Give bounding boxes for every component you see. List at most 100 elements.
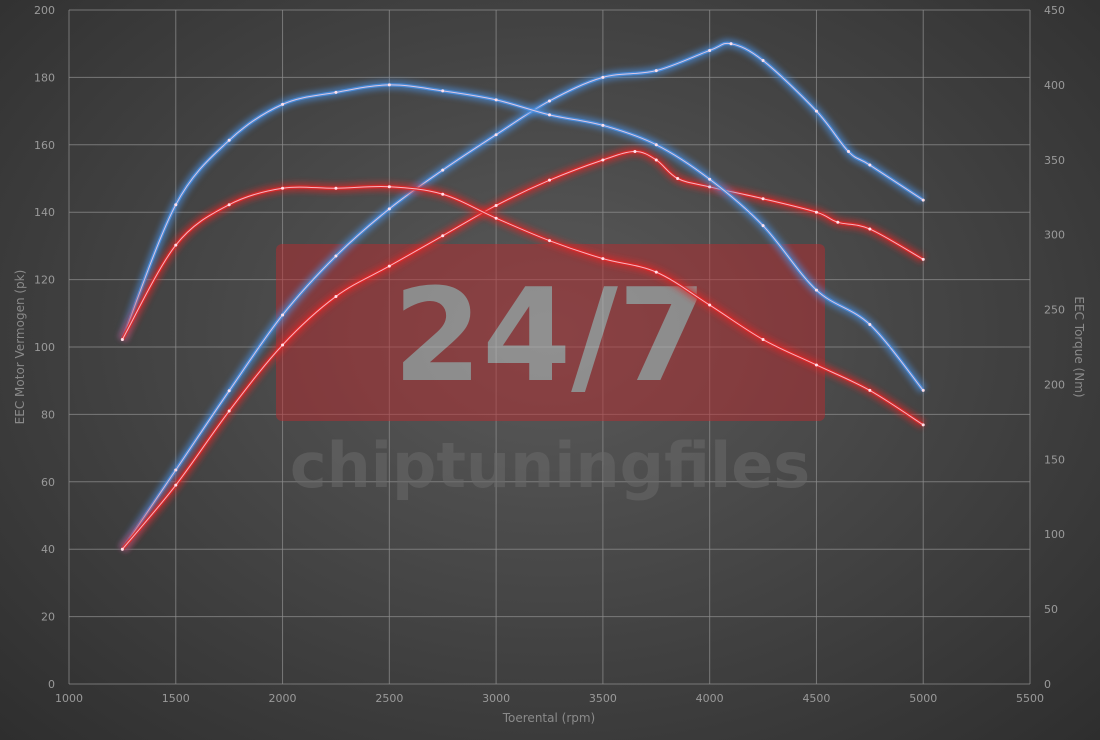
data-point — [120, 547, 124, 551]
data-point — [921, 423, 925, 427]
data-point — [601, 123, 605, 127]
x-tick-label: 5500 — [1016, 692, 1044, 705]
y2-tick-label: 450 — [1044, 4, 1065, 17]
y2-tick-label: 250 — [1044, 304, 1065, 317]
series-highlight — [121, 186, 924, 426]
data-point — [708, 48, 712, 52]
data-point — [387, 185, 391, 189]
axis-ticks: 1000 1500 2000 2500 3000 3500 4000 4500 5000 5500… — [34, 4, 1065, 705]
x-tick-label: 1000 — [55, 692, 83, 705]
data-point — [676, 177, 680, 180]
data-point — [548, 239, 551, 243]
y-tick-label: 120 — [34, 274, 55, 287]
y2-tick-label: 350 — [1044, 154, 1065, 167]
y-tick-label: 60 — [41, 476, 55, 489]
data-point — [601, 257, 605, 261]
y2-axis-label: EEC Torque (Nm) — [1072, 296, 1086, 397]
data-point — [761, 59, 765, 63]
data-point — [868, 323, 872, 327]
data-point — [281, 343, 285, 347]
data-point — [814, 210, 818, 214]
data-point — [708, 303, 712, 307]
data-point — [868, 227, 872, 231]
series-1 — [118, 147, 926, 553]
data-point — [334, 254, 338, 258]
y2-tick-label: 400 — [1044, 79, 1065, 92]
data-point — [921, 257, 925, 261]
y2-tick-label: 150 — [1044, 453, 1065, 466]
data-point — [846, 150, 850, 154]
series-3 — [118, 182, 926, 429]
data-point — [654, 270, 658, 274]
data-point — [227, 138, 231, 142]
data-point — [814, 109, 818, 113]
data-point — [441, 234, 445, 238]
watermark-logo-text: 24/7 — [393, 262, 707, 411]
data-point — [708, 177, 712, 181]
data-point — [387, 264, 391, 268]
data-point — [441, 89, 445, 93]
data-point — [868, 388, 872, 392]
y-tick-label: 140 — [34, 206, 55, 219]
data-point — [227, 409, 231, 413]
y-tick-label: 40 — [41, 543, 55, 556]
data-point — [601, 75, 605, 79]
data-point — [281, 313, 285, 317]
series-lines — [118, 38, 927, 553]
data-point — [814, 288, 818, 292]
y2-tick-label: 100 — [1044, 528, 1065, 541]
series-0 — [118, 38, 926, 552]
y2-tick-label: 50 — [1044, 603, 1058, 616]
data-point — [174, 243, 178, 247]
data-point — [227, 203, 231, 207]
data-point — [654, 69, 658, 73]
data-point — [921, 198, 925, 202]
data-point — [868, 163, 872, 167]
x-tick-label: 4000 — [696, 692, 724, 705]
y-tick-label: 160 — [34, 139, 55, 152]
data-point — [281, 186, 285, 190]
data-point — [836, 220, 840, 224]
data-point — [494, 133, 498, 137]
data-point — [548, 113, 551, 117]
y-tick-label: 80 — [41, 408, 55, 421]
data-point — [441, 168, 445, 172]
x-tick-label: 2000 — [269, 692, 297, 705]
y2-tick-label: 200 — [1044, 378, 1065, 391]
y2-tick-label: 0 — [1044, 678, 1051, 691]
data-point — [761, 338, 765, 342]
data-point — [334, 294, 338, 298]
y-tick-label: 100 — [34, 341, 55, 354]
data-point — [494, 203, 498, 207]
data-point — [174, 483, 178, 487]
data-point — [120, 338, 124, 342]
data-point — [654, 143, 658, 147]
data-point — [601, 158, 605, 162]
x-tick-label: 1500 — [162, 692, 190, 705]
data-point — [281, 102, 285, 106]
data-point — [548, 99, 551, 103]
data-point — [334, 186, 338, 190]
y-tick-label: 180 — [34, 71, 55, 84]
data-point — [227, 389, 231, 393]
x-tick-label: 2500 — [375, 692, 403, 705]
data-point — [548, 178, 551, 182]
data-point — [387, 207, 391, 211]
data-point — [761, 197, 765, 201]
y2-tick-label: 300 — [1044, 229, 1065, 242]
x-tick-label: 4500 — [802, 692, 830, 705]
x-tick-label: 3000 — [482, 692, 510, 705]
data-point — [729, 42, 733, 46]
data-point — [174, 468, 178, 472]
data-point — [921, 388, 925, 392]
y-tick-label: 200 — [34, 4, 55, 17]
y-tick-label: 0 — [48, 678, 55, 691]
data-point — [494, 98, 498, 102]
x-tick-label: 5000 — [909, 692, 937, 705]
data-point — [387, 83, 391, 87]
data-point — [654, 158, 658, 162]
watermark-brand-text: chiptuningfiles — [290, 429, 810, 502]
y-tick-label: 20 — [41, 611, 55, 624]
data-point — [441, 192, 445, 196]
